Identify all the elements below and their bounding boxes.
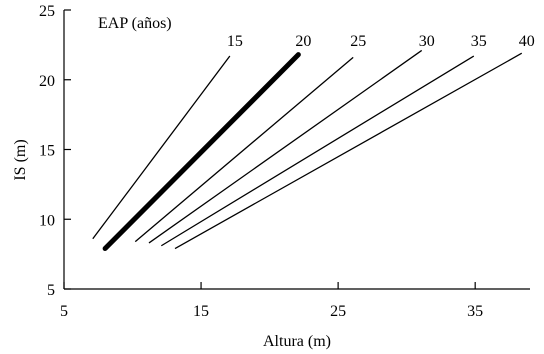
x-axis-title: Altura (m): [263, 333, 331, 350]
y-tick-label-15: 15: [39, 143, 55, 160]
series-lines: [92, 49, 523, 252]
x-tick-label-35: 35: [467, 303, 483, 320]
series-label-40: 40: [519, 33, 535, 50]
x-tick-label-25: 25: [330, 303, 346, 320]
series-label-30: 30: [419, 33, 435, 50]
y-tick-label-5: 5: [47, 282, 55, 299]
series-labels: 15 20 25 30 35 40: [227, 33, 535, 50]
series-label-15: 15: [227, 33, 243, 50]
y-tick-label-10: 10: [39, 212, 55, 229]
series-line-40: [174, 52, 523, 250]
series-line-35: [160, 55, 475, 247]
x-tick-label-5: 5: [60, 303, 68, 320]
ticks: 5 15 25 35 5 10 15 20 25: [39, 3, 483, 320]
y-tick-label-20: 20: [39, 73, 55, 90]
series-label-25: 25: [350, 33, 366, 50]
y-tick-label-25: 25: [39, 3, 55, 20]
y-axis-title: IS (m): [12, 139, 29, 180]
series-line-20: [102, 52, 301, 252]
series-line-30: [148, 49, 423, 244]
legend-title: EAP (años): [98, 15, 172, 32]
series-line-15: [92, 55, 231, 240]
axes: [63, 10, 530, 290]
series-label-35: 35: [471, 33, 487, 50]
x-tick-label-15: 15: [193, 303, 209, 320]
series-line-25: [134, 56, 354, 243]
series-label-20: 20: [295, 33, 311, 50]
